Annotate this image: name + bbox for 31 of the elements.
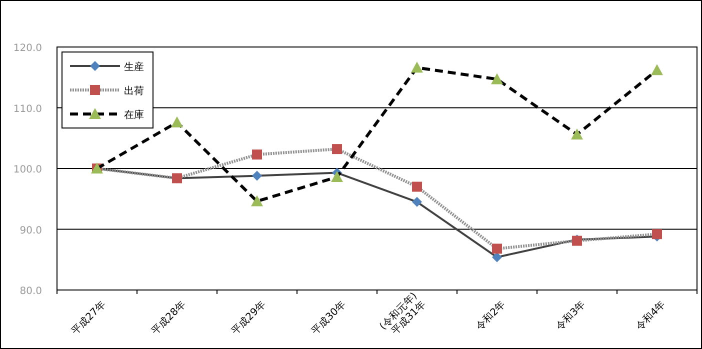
point bbox=[411, 62, 423, 73]
point bbox=[651, 64, 663, 76]
legend-label: 出荷 bbox=[124, 85, 144, 97]
point bbox=[252, 150, 262, 160]
point bbox=[171, 116, 183, 128]
point bbox=[492, 244, 502, 254]
point bbox=[252, 170, 262, 181]
point bbox=[491, 73, 503, 84]
point bbox=[332, 144, 342, 154]
point bbox=[652, 229, 662, 240]
x-tick-label: 平成30年 bbox=[309, 298, 348, 338]
y-tick-label: 110.0 bbox=[13, 104, 42, 115]
x-tick-label: 平成27年 bbox=[69, 298, 108, 338]
x-tick-label: 平成29年 bbox=[229, 298, 268, 338]
y-tick-label: 100.0 bbox=[13, 164, 42, 176]
y-tick-label: 120.0 bbox=[13, 43, 42, 54]
x-tick-label: 平成28年 bbox=[149, 298, 188, 338]
point bbox=[571, 128, 583, 140]
y-tick-label: 80.0 bbox=[20, 286, 42, 297]
point bbox=[251, 195, 263, 206]
x-tick-label: 令和4年 bbox=[634, 298, 668, 333]
x-tick-label: 令和3年 bbox=[554, 298, 588, 333]
point bbox=[331, 171, 343, 182]
x-tick-label: (令和元年) 平成31年 bbox=[377, 290, 428, 338]
point bbox=[492, 252, 502, 262]
point bbox=[412, 196, 422, 207]
x-tick-label: 令和2年 bbox=[474, 298, 508, 333]
legend-label: 在庫 bbox=[124, 109, 144, 121]
y-tick-label: 90.0 bbox=[20, 225, 42, 236]
point bbox=[412, 182, 422, 192]
legend-label: 生産 bbox=[124, 61, 144, 73]
